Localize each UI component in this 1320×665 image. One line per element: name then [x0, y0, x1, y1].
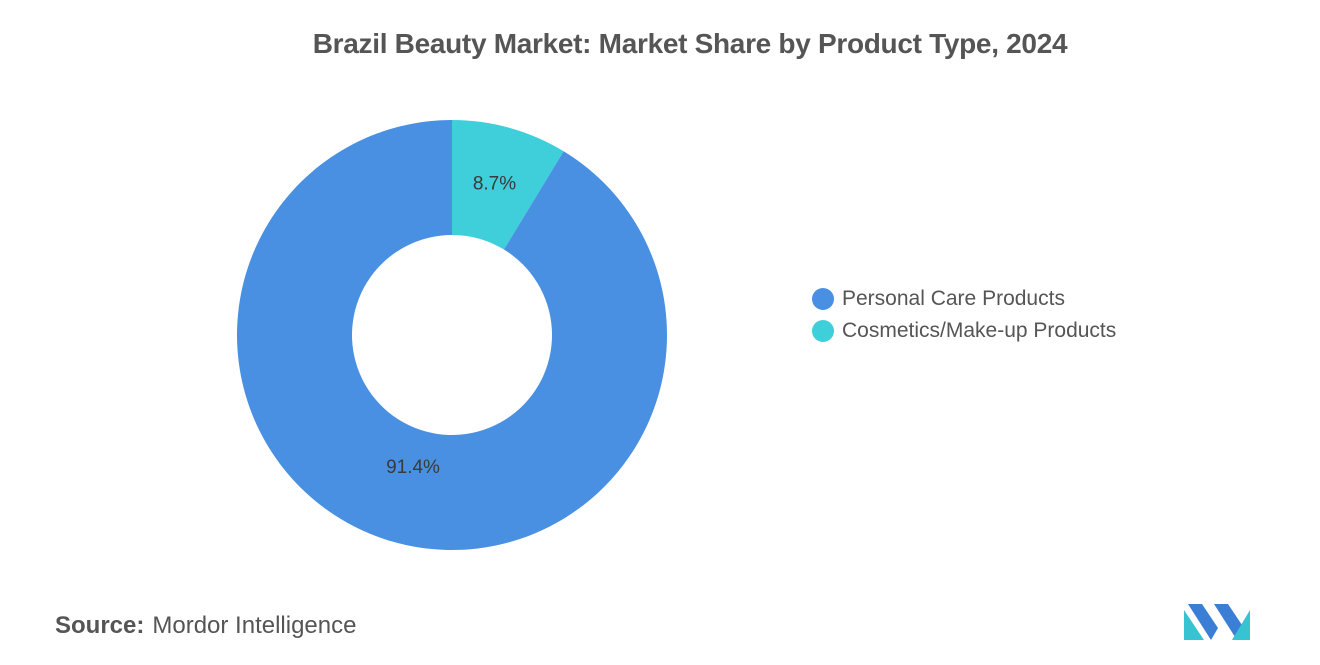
- slice-personal-care: [236, 120, 667, 550]
- slice-label-cosmetics: 8.7%: [473, 173, 516, 194]
- slice-label-personal-care: 91.4%: [386, 457, 440, 478]
- legend-swatch-cosmetics: [812, 320, 834, 342]
- source-text: Mordor Intelligence: [152, 612, 357, 639]
- legend-label-personal-care: Personal Care Products: [842, 287, 1065, 310]
- mordor-intelligence-logo-icon: [1184, 604, 1250, 640]
- chart-legend: Personal Care Products Cosmetics/Make-up…: [812, 283, 1116, 347]
- legend-swatch-personal-care: [812, 288, 834, 310]
- legend-label-cosmetics: Cosmetics/Make-up Products: [842, 319, 1117, 342]
- source-label: Source:: [55, 612, 145, 639]
- source-note: Source: Mordor Intelligence: [55, 612, 356, 640]
- chart-title: Brazil Beauty Market: Market Share by Pr…: [312, 28, 1068, 59]
- legend-item-personal-care: Personal Care Products: [812, 283, 1116, 315]
- legend-item-cosmetics: Cosmetics/Make-up Products: [812, 315, 1116, 347]
- slice-cosmetics: [452, 120, 564, 250]
